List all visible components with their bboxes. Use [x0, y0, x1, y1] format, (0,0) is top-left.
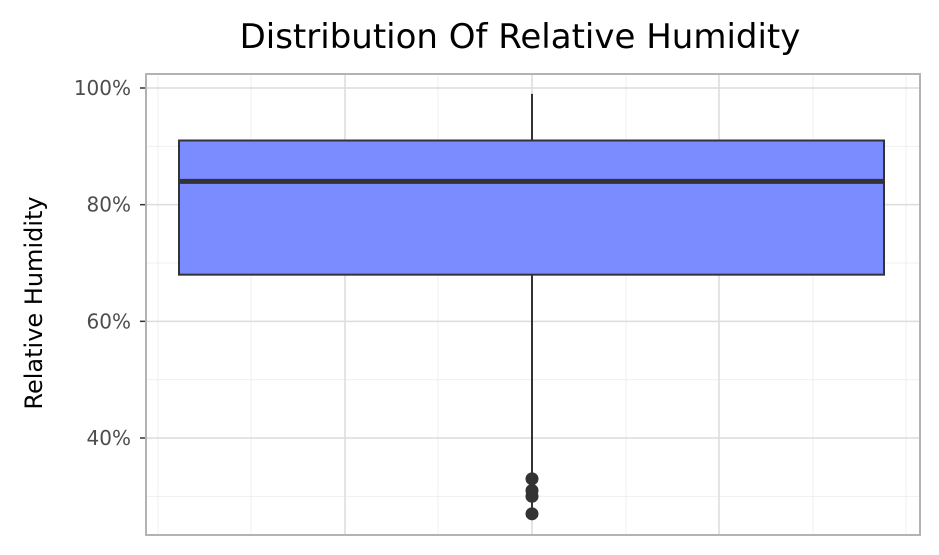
outlier-point	[525, 472, 539, 486]
y-axis-label: Relative Humidity	[20, 196, 48, 409]
y-tick-label: 100%	[74, 76, 131, 100]
y-tick-label: 80%	[87, 193, 131, 217]
chart-marks	[178, 93, 885, 521]
y-axis-ticks: 40% 60% 80% 100%	[74, 76, 146, 450]
box-iqr	[178, 139, 885, 276]
panel-border	[145, 73, 921, 536]
chart-title: Distribution Of Relative Humidity	[240, 17, 801, 57]
outlier-point	[525, 489, 539, 503]
y-tick-label: 40%	[87, 426, 131, 450]
y-tick-label: 60%	[87, 309, 131, 333]
outlier-point	[525, 507, 539, 521]
